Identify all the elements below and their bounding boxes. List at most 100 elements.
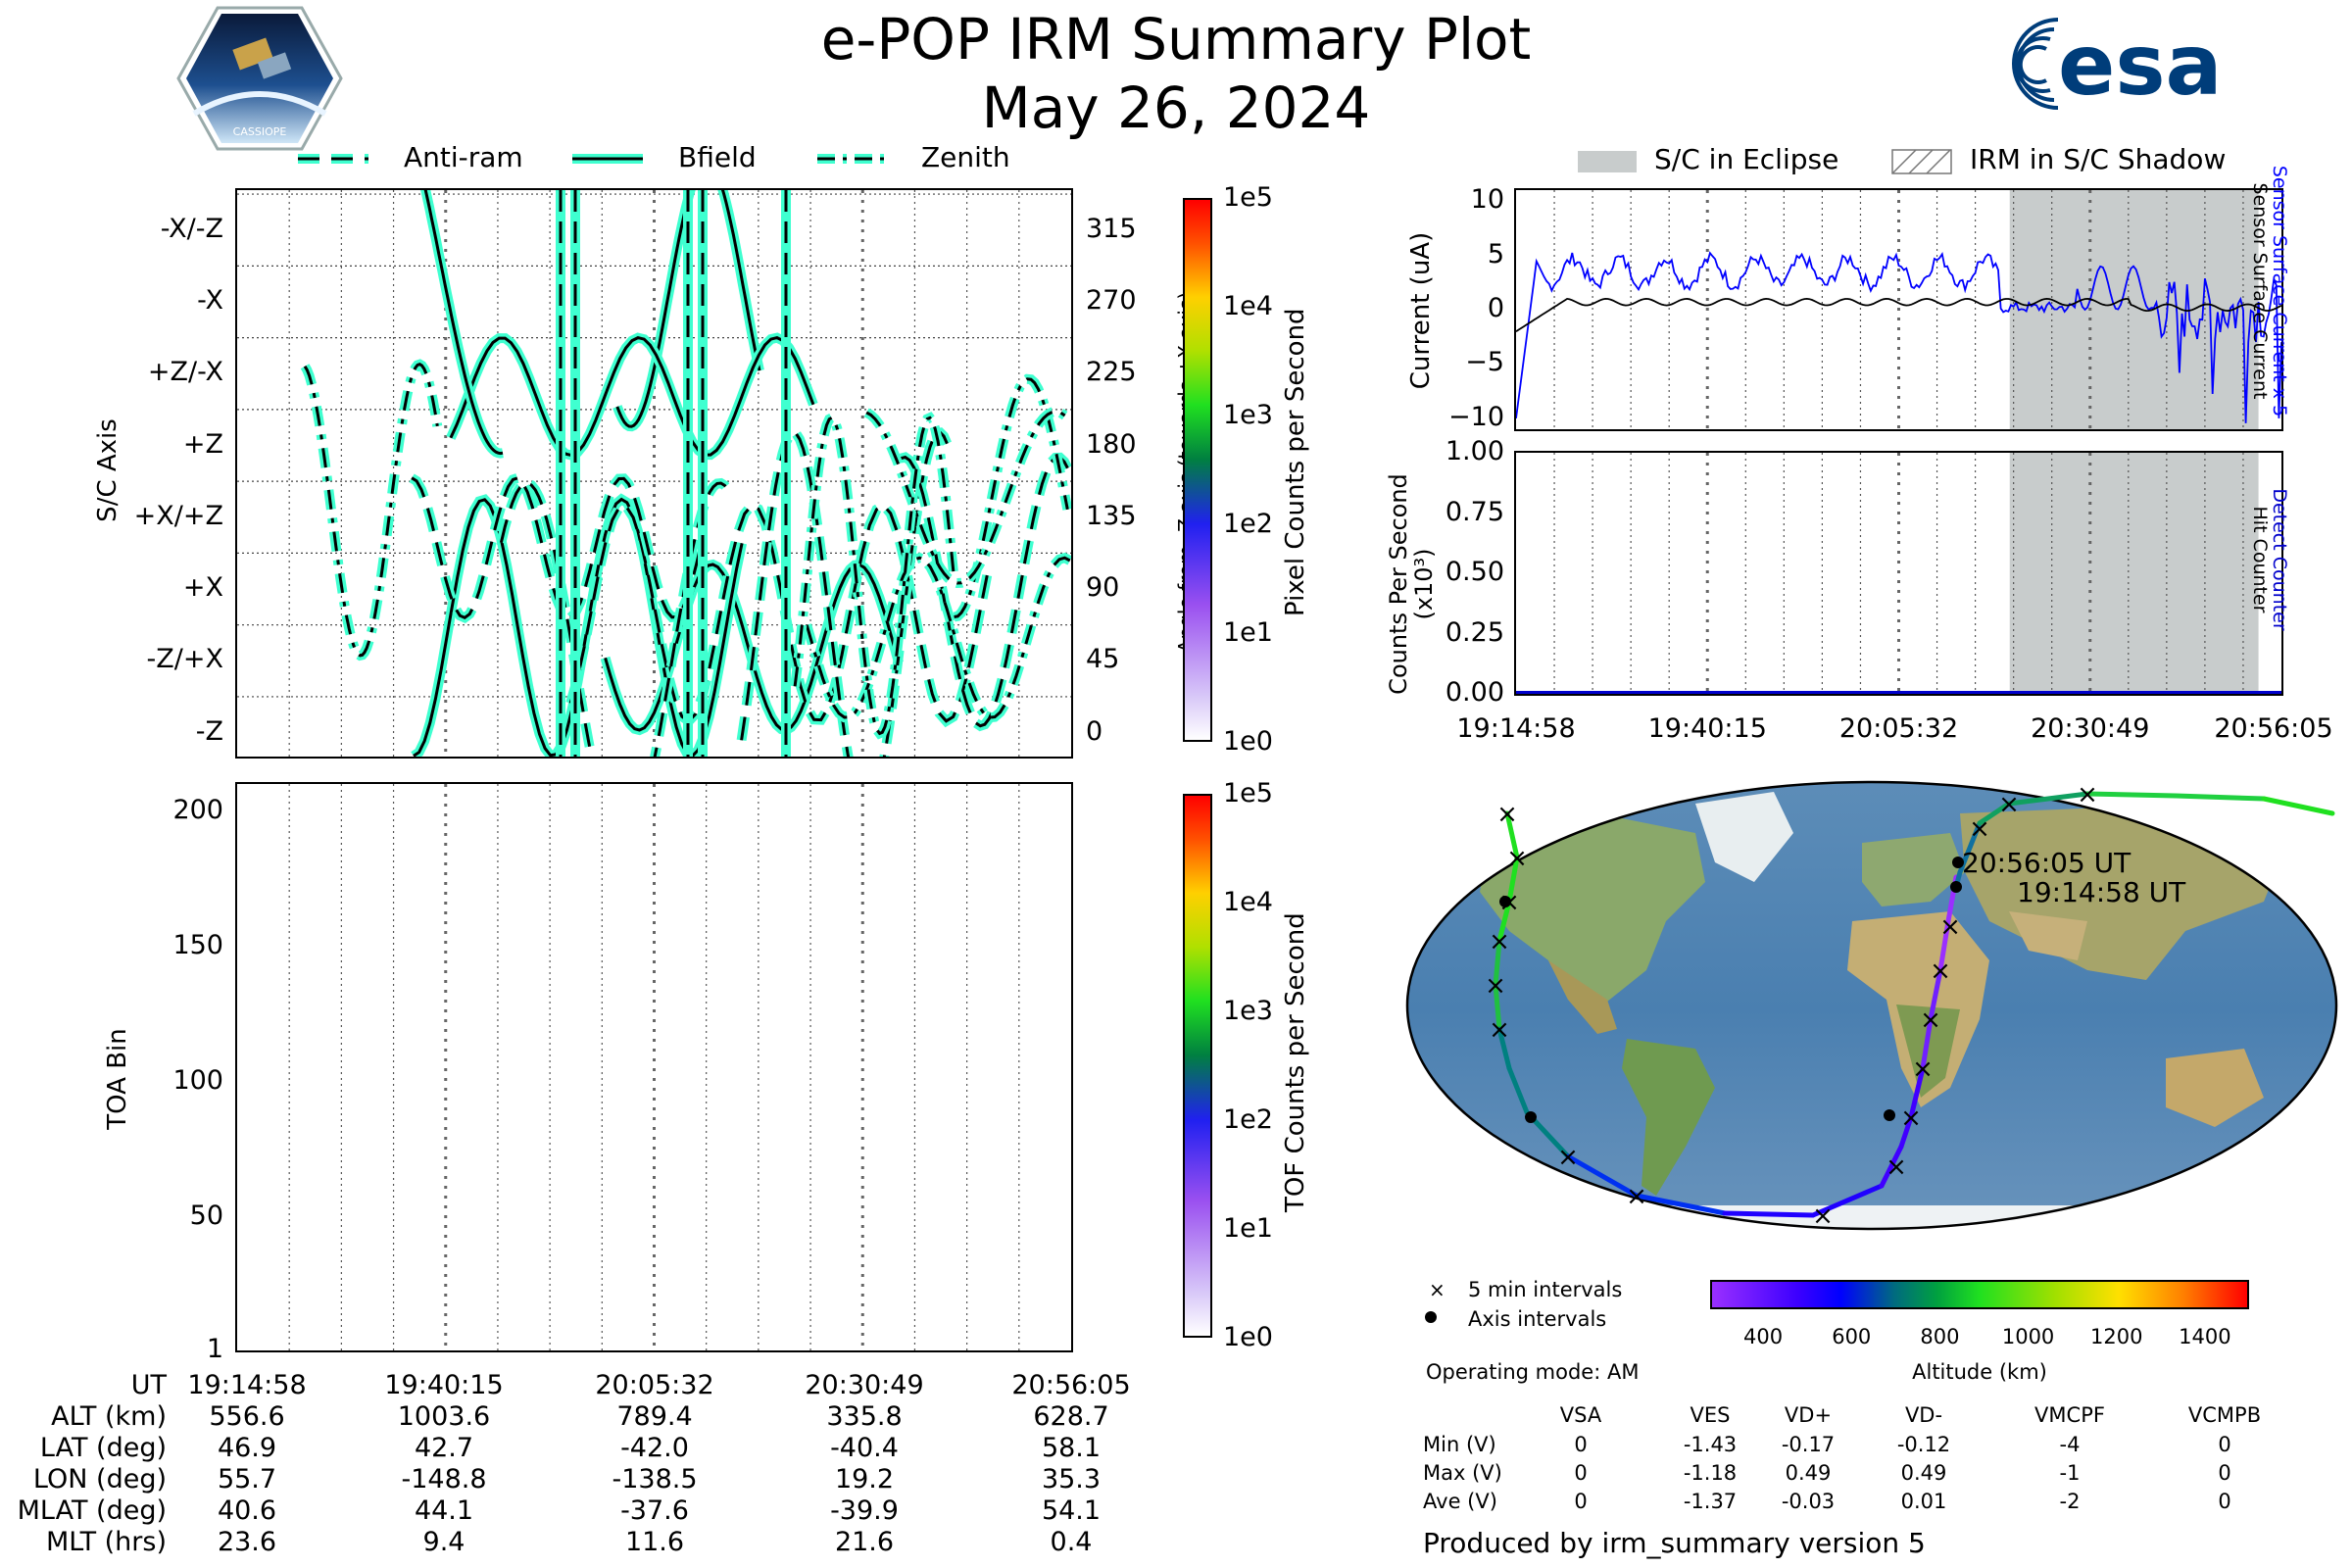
toa-ytick: 200 — [172, 794, 223, 825]
toa-panel — [235, 782, 1073, 1352]
orbit-track-segment — [1928, 967, 1943, 1022]
ephemeris-cell: 19:14:58 — [187, 1370, 307, 1400]
orbit-label-start: 19:14:58 UT — [2017, 876, 2186, 908]
footer-text: Produced by irm_summary version 5 — [1423, 1527, 1926, 1559]
legend-shadow: IRM in S/C Shadow — [1970, 143, 2227, 175]
legend-bfield: Bfield — [678, 141, 757, 173]
orbit-track-segment — [1496, 1026, 1512, 1071]
current-ytick: 5 — [1487, 238, 1504, 270]
ephemeris-cell: -42.0 — [620, 1433, 689, 1463]
orbit-5min-marker: × — [1626, 1182, 1647, 1211]
voltage-row-label: Max (V) — [1423, 1461, 1502, 1485]
colorbar-tick: 1e5 — [1223, 182, 1273, 213]
counts-xtick: 19:40:15 — [1647, 713, 1767, 744]
eclipse-band — [2009, 453, 2259, 694]
altitude-colorbar — [1710, 1280, 2249, 1309]
counts-panel-y2label-1: Detect Counter — [2269, 488, 2290, 631]
orbit-track-segment — [1898, 1114, 1914, 1150]
orbit-axis-marker — [1525, 1111, 1537, 1123]
current-panel-ylabel: Current (uA) — [1406, 231, 1436, 390]
altitude-tick: 1000 — [2001, 1325, 2055, 1348]
axis-ytick-left: +Z — [182, 428, 223, 460]
axis-ytick-left: -X — [197, 284, 223, 316]
orbit-5min-marker: × — [1912, 1054, 1934, 1084]
toa-panel-ylabel: TOA Bin — [103, 1028, 132, 1130]
axis-panel-ylabel: S/C Axis — [93, 418, 122, 522]
orbit-axis-marker — [1499, 896, 1511, 907]
orbit-track-segment — [2173, 793, 2267, 802]
orbit-track-segment — [1493, 938, 1502, 988]
orbit-5min-marker: × — [1998, 790, 2020, 819]
page-date: May 26, 2024 — [981, 74, 1371, 141]
cassiope-logo: CASSIOPE — [176, 6, 343, 151]
current-ytick: −5 — [1465, 347, 1504, 378]
ephemeris-cell: 44.1 — [414, 1495, 474, 1526]
voltage-cell: 0 — [2218, 1433, 2231, 1456]
voltage-row-label: Ave (V) — [1423, 1490, 1497, 1513]
ephemeris-cell: 789.4 — [616, 1401, 693, 1432]
voltage-cell: 0 — [2218, 1490, 2231, 1513]
orbit-track-segment — [1634, 1193, 1728, 1216]
pixel-colorbar-label: Pixel Counts per Second — [1281, 308, 1310, 616]
orbit-axis-marker — [1884, 1109, 1895, 1121]
ephemeris-cell: -39.9 — [830, 1495, 899, 1526]
ephemeris-row-label: LON (deg) — [32, 1464, 167, 1494]
counts-ytick: 0.00 — [1445, 677, 1504, 708]
voltage-cell: -0.17 — [1781, 1433, 1836, 1456]
counts-ytick: 0.25 — [1445, 616, 1504, 648]
ephemeris-cell: -148.8 — [401, 1464, 487, 1494]
ephemeris-cell: 19.2 — [834, 1464, 895, 1494]
ephemeris-cell: -138.5 — [612, 1464, 698, 1494]
counts-xtick: 20:56:05 — [2214, 713, 2333, 744]
orbit-5min-marker: × — [1920, 1005, 1941, 1035]
sensor-current-line — [1516, 297, 2281, 332]
orbit-track-segment — [1496, 899, 1512, 944]
axis-ytick-right: 270 — [1086, 284, 1137, 316]
current-ytick: 0 — [1487, 293, 1504, 323]
voltage-cell: -2 — [2059, 1490, 2081, 1513]
axis-ytick-left: +Z/-X — [147, 357, 223, 388]
colorbar-tick: 1e3 — [1223, 400, 1273, 430]
orbit-track-segment — [1920, 1016, 1934, 1071]
orbit-axis-marker — [1950, 881, 1962, 893]
legend-anti-ram: Anti-ram — [404, 141, 523, 173]
counts-panel-plot — [1516, 453, 2281, 694]
orbit-label-end: 20:56:05 UT — [1962, 847, 2132, 879]
ephemeris-row-label: LAT (deg) — [39, 1433, 167, 1463]
ephemeris-cell: 19:40:15 — [384, 1370, 504, 1400]
counts-panel-ylabel: Counts Per Second (x10³) — [1385, 473, 1438, 695]
voltage-cell: 0 — [1574, 1490, 1588, 1513]
axis-ytick-left: +X/+Z — [133, 500, 223, 531]
axis-panel-plot — [237, 190, 1071, 757]
orbit-track-segment — [1504, 810, 1520, 860]
legend-zenith: Zenith — [921, 141, 1010, 173]
dot-marker-icon — [1425, 1311, 1437, 1323]
orbit-track-segment — [1493, 982, 1502, 1032]
orbit-track-segment — [1506, 1065, 1530, 1115]
esa-logo-text: esa — [2058, 17, 2223, 115]
x-marker-icon: × — [1429, 1278, 1446, 1301]
orbit-5min-marker: × — [1900, 1103, 1922, 1133]
current-ytick: −10 — [1448, 401, 1504, 432]
orbit-5min-marker: × — [1557, 1143, 1579, 1172]
legend-5min: 5 min intervals — [1468, 1278, 1623, 1301]
orbit-5min-marker: × — [1812, 1201, 1834, 1231]
orbit-5min-marker: × — [1506, 844, 1528, 873]
ephemeris-cell: 20:30:49 — [805, 1370, 924, 1400]
zenith-curve — [865, 410, 1071, 585]
axis-ytick-left: -Z/+X — [146, 644, 223, 675]
colorbar-tick: 1e1 — [1223, 1213, 1273, 1244]
axis-ytick-right: 180 — [1086, 428, 1137, 460]
legend-eclipse: S/C in Eclipse — [1654, 143, 1839, 175]
axis-ytick-right: 90 — [1086, 572, 1120, 604]
orbit-5min-marker: × — [1496, 800, 1518, 829]
axis-ytick-left: +X — [182, 572, 223, 604]
ephemeris-cell: 23.6 — [217, 1527, 277, 1557]
ephemeris-cell: -40.4 — [830, 1433, 899, 1463]
orbit-track-segment — [2084, 791, 2179, 799]
ephemeris-cell: 35.3 — [1041, 1464, 1102, 1494]
counts-ytick: 0.50 — [1445, 557, 1504, 587]
legend-top-left: Anti-ram Bfield Zenith — [294, 141, 1078, 180]
voltage-cell: 0 — [1574, 1433, 1588, 1456]
orbit-track-segment — [1722, 1210, 1816, 1218]
